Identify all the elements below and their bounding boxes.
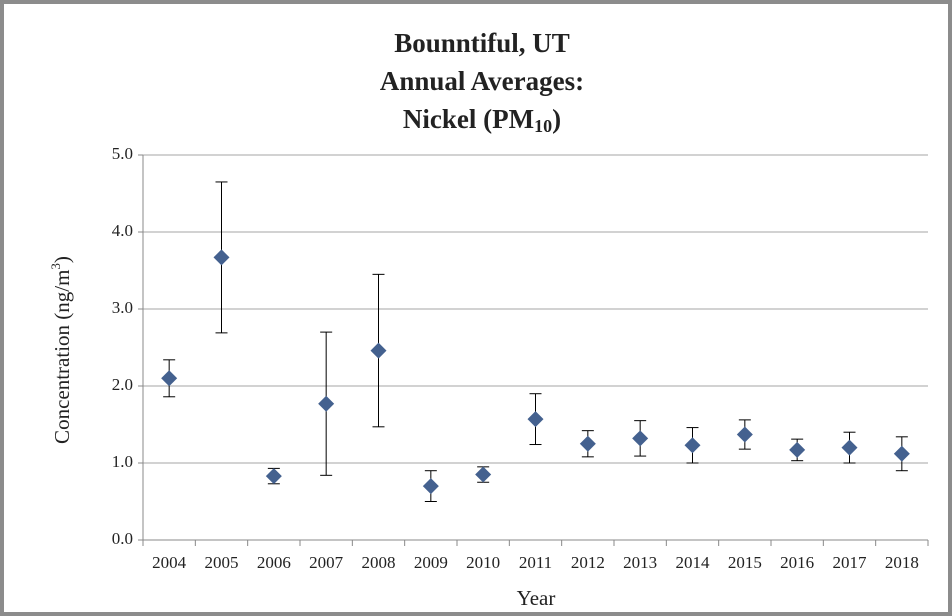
- x-tick-label: 2016: [780, 553, 814, 572]
- marker: [841, 439, 858, 456]
- x-tick-label: 2004: [152, 553, 187, 572]
- marker: [527, 411, 544, 428]
- y-tick-label: 1.0: [112, 452, 133, 471]
- x-tick-label: 2013: [623, 553, 657, 572]
- title-text: Nickel (PM: [403, 104, 534, 134]
- x-tick-label: 2007: [309, 553, 344, 572]
- marker: [422, 478, 439, 495]
- marker: [161, 370, 178, 387]
- x-tick-label: 2018: [885, 553, 919, 572]
- x-tick-label: 2015: [728, 553, 762, 572]
- marker: [475, 466, 492, 483]
- chart-title: Annual Averages:: [380, 66, 584, 96]
- chart-title: Bounntiful, UT: [394, 28, 570, 58]
- x-tick-label: 2009: [414, 553, 448, 572]
- x-tick-label: 2010: [466, 553, 500, 572]
- y-tick-label: 5.0: [112, 144, 133, 163]
- x-tick-label: 2008: [362, 553, 396, 572]
- y-title-text: Concentration (ng/m: [50, 270, 74, 444]
- x-tick-label: 2014: [676, 553, 711, 572]
- title-suffix: ): [552, 104, 561, 134]
- x-axis-title: Year: [517, 586, 556, 610]
- y-title-superscript: 3: [48, 263, 63, 270]
- marker: [684, 437, 701, 454]
- marker: [213, 249, 230, 266]
- marker: [893, 445, 910, 462]
- y-tick-label: 0.0: [112, 529, 133, 548]
- x-tick-label: 2006: [257, 553, 291, 572]
- chart-title: Nickel (PM10): [403, 104, 561, 136]
- marker: [789, 441, 806, 458]
- marker: [370, 342, 387, 359]
- title-subscript: 10: [534, 116, 552, 136]
- x-tick-label: 2012: [571, 553, 605, 572]
- y-tick-label: 2.0: [112, 375, 133, 394]
- marker: [632, 430, 649, 447]
- marker: [318, 395, 335, 412]
- y-axis-title: Concentration (ng/m3): [48, 256, 74, 444]
- y-tick-label: 4.0: [112, 221, 133, 240]
- y-tick-label: 3.0: [112, 298, 133, 317]
- x-tick-label: 2017: [833, 553, 868, 572]
- x-tick-label: 2005: [205, 553, 239, 572]
- marker: [579, 435, 596, 452]
- x-tick-label: 2011: [519, 553, 552, 572]
- marker: [736, 426, 753, 443]
- y-title-suffix: ): [50, 256, 74, 263]
- marker: [265, 468, 282, 485]
